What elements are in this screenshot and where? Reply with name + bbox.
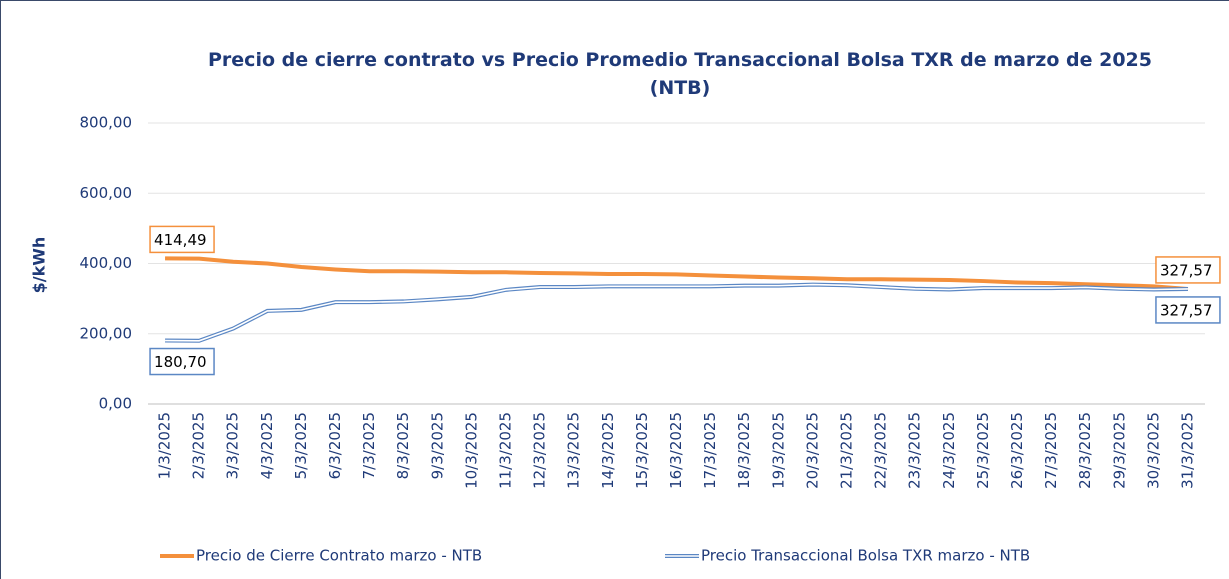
x-tick-label: 28/3/2025	[1076, 412, 1094, 489]
x-tick-label: 5/3/2025	[292, 412, 310, 479]
series-line-inner	[165, 283, 1188, 342]
series-line	[165, 282, 1188, 343]
x-tick-label: 2/3/2025	[190, 412, 208, 479]
x-tick-label: 29/3/2025	[1110, 412, 1128, 489]
x-tick-label: 31/3/2025	[1178, 412, 1196, 489]
x-tick-label: 8/3/2025	[394, 412, 412, 479]
x-tick-label: 12/3/2025	[531, 412, 549, 489]
data-label-box	[1155, 296, 1221, 324]
y-tick-label: 800,00	[80, 114, 133, 132]
x-tick-label: 14/3/2025	[599, 412, 617, 489]
data-label-box	[149, 225, 215, 254]
data-label: 414,49	[154, 231, 207, 249]
y-tick-label: 200,00	[80, 324, 133, 342]
data-label-box	[1155, 256, 1221, 284]
x-tick-label: 1/3/2025	[156, 412, 174, 479]
x-tick-label: 20/3/2025	[803, 412, 821, 489]
series-line	[165, 256, 1189, 291]
x-tick-label: 21/3/2025	[837, 412, 855, 489]
x-tick-label: 6/3/2025	[326, 412, 344, 479]
x-tick-label: 4/3/2025	[258, 412, 276, 479]
x-tick-label: 25/3/2025	[974, 412, 992, 489]
x-tick-label: 13/3/2025	[565, 412, 583, 489]
legend-label: Precio Transaccional Bolsa TXR marzo - N…	[701, 547, 1030, 565]
x-tick-label: 7/3/2025	[360, 412, 378, 479]
x-tick-label: 16/3/2025	[667, 412, 685, 489]
x-tick-label: 11/3/2025	[497, 412, 515, 489]
data-label-box	[149, 347, 215, 376]
x-tick-label: 30/3/2025	[1144, 412, 1162, 489]
x-tick-label: 10/3/2025	[462, 412, 480, 489]
data-label: 327,57	[1160, 261, 1213, 279]
x-tick-label: 19/3/2025	[769, 412, 787, 489]
chart-title: Precio de cierre contrato vs Precio Prom…	[208, 49, 1152, 99]
legend-label: Precio de Cierre Contrato marzo - NTB	[196, 547, 482, 565]
data-label: 180,70	[154, 353, 207, 371]
x-tick-label: 24/3/2025	[940, 412, 958, 489]
y-tick-label: 400,00	[80, 254, 133, 272]
x-tick-label: 23/3/2025	[906, 412, 924, 489]
x-tick-label: 15/3/2025	[633, 412, 651, 489]
x-tick-label: 3/3/2025	[224, 412, 242, 479]
x-tick-label: 27/3/2025	[1042, 412, 1060, 489]
x-tick-label: 18/3/2025	[735, 412, 753, 489]
data-label: 327,57	[1160, 301, 1213, 319]
y-tick-label: 0,00	[99, 395, 132, 413]
x-tick-label: 26/3/2025	[1008, 412, 1026, 489]
y-tick-label: 600,00	[80, 184, 133, 202]
x-tick-label: 9/3/2025	[428, 412, 446, 479]
y-axis-title: $/kWh	[30, 237, 49, 294]
x-tick-label: 22/3/2025	[872, 412, 890, 489]
x-tick-label: 17/3/2025	[701, 412, 719, 489]
